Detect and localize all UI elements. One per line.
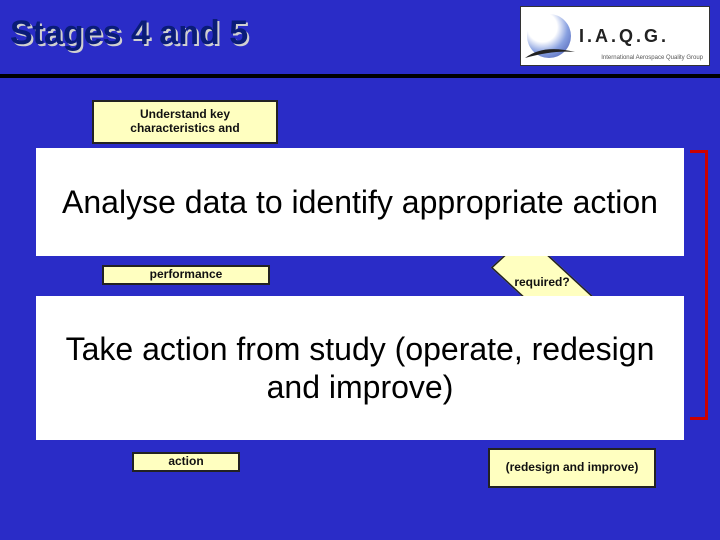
logo-text: I.A.Q.G.	[579, 26, 669, 47]
logo: I.A.Q.G. International Aerospace Quality…	[520, 6, 710, 66]
page-title: Stages 4 and 5	[10, 14, 248, 53]
flow-box-action: action	[132, 452, 240, 472]
flow-box-performance: performance	[102, 265, 270, 285]
globe-icon	[527, 14, 571, 58]
overlay-take-action: Take action from study (operate, redesig…	[36, 296, 684, 440]
flow-box-understand: Understand key characteristics and	[92, 100, 278, 144]
header-bar: Stages 4 and 5 I.A.Q.G. International Ae…	[0, 0, 720, 78]
logo-subtitle: International Aerospace Quality Group	[601, 55, 703, 61]
header-divider	[0, 74, 720, 78]
bracket-icon	[690, 150, 708, 420]
overlay-analyse: Analyse data to identify appropriate act…	[36, 148, 684, 256]
flow-box-improve: (redesign and improve)	[488, 448, 656, 488]
swoosh-icon	[523, 46, 577, 60]
